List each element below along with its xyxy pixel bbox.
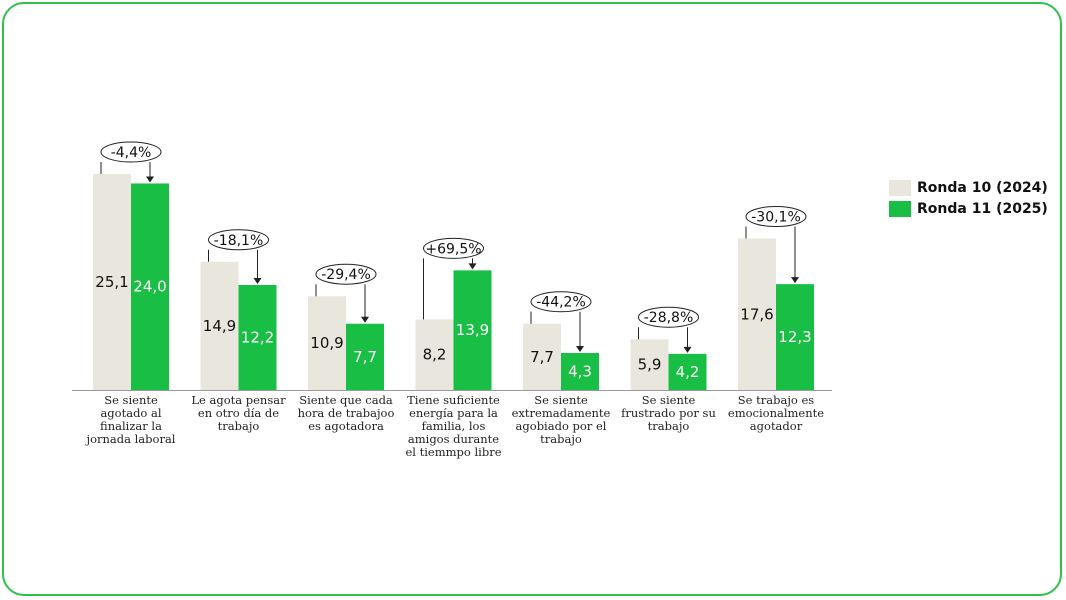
change-label: -44,2% xyxy=(536,295,586,311)
bar-ronda-10 xyxy=(630,339,669,390)
category-label: Se siente extremadamente agobiado por el… xyxy=(511,393,611,446)
arrow-down-icon xyxy=(683,346,692,353)
change-oval xyxy=(638,306,699,328)
legend-item-ronda-11: Ronda 11 (2025) xyxy=(889,201,1048,217)
value-label-ronda-10: 17,6 xyxy=(740,305,773,323)
bar-ronda-11 xyxy=(668,353,707,390)
value-label-ronda-11: 7,7 xyxy=(353,348,377,366)
value-label-ronda-11: 24,0 xyxy=(133,278,166,296)
value-label-ronda-11: 4,3 xyxy=(568,362,592,380)
change-label: -18,1% xyxy=(214,233,264,249)
bar-ronda-10 xyxy=(738,238,776,390)
legend-label-ronda-11: Ronda 11 (2025) xyxy=(917,201,1048,217)
change-label: -4,4% xyxy=(111,145,152,161)
value-label-ronda-11: 4,2 xyxy=(676,363,700,381)
bar-ronda-10 xyxy=(93,174,131,390)
arrow-down-icon xyxy=(361,316,369,323)
change-label: -30,1% xyxy=(751,210,801,226)
change-label: -28,8% xyxy=(644,310,694,326)
bar-ronda-10 xyxy=(523,323,561,390)
value-label-ronda-10: 8,2 xyxy=(423,346,447,364)
bar-ronda-10 xyxy=(308,296,346,390)
category-label: Se siente agotado al finalizar la jornad… xyxy=(86,393,176,446)
category-label: Tiene suficiente energía para la familia… xyxy=(405,393,502,459)
category-label: Se siente frustrado por su trabajo xyxy=(621,393,716,433)
arrow-down-icon xyxy=(468,263,477,270)
value-label-ronda-10: 5,9 xyxy=(638,356,662,374)
change-oval xyxy=(315,263,377,285)
bar-ronda-11 xyxy=(561,352,599,390)
legend-item-ronda-10: Ronda 10 (2024) xyxy=(889,180,1048,196)
legend-swatch-ronda-11 xyxy=(889,201,911,217)
arrow-down-icon xyxy=(576,345,584,352)
arrow-down-icon xyxy=(791,277,799,284)
change-oval xyxy=(530,291,592,313)
value-label-ronda-11: 12,2 xyxy=(241,329,274,347)
bar-ronda-11 xyxy=(131,183,169,390)
category-label: Le agota pensar en otro día de trabajo xyxy=(191,393,286,433)
change-label: +69,5% xyxy=(425,241,481,257)
value-label-ronda-11: 13,9 xyxy=(456,321,489,339)
category-label: Se trabajo es emocionalmente agotador xyxy=(727,393,825,433)
change-oval xyxy=(423,237,484,259)
change-oval xyxy=(745,206,807,228)
arrow-down-icon xyxy=(253,278,262,285)
value-label-ronda-11: 12,3 xyxy=(778,328,811,346)
value-label-ronda-10: 7,7 xyxy=(530,348,554,366)
change-oval xyxy=(100,141,162,163)
change-oval xyxy=(208,229,269,251)
legend: Ronda 10 (2024) Ronda 11 (2025) xyxy=(889,180,1048,222)
value-label-ronda-10: 10,9 xyxy=(310,334,343,352)
change-label: -29,4% xyxy=(321,267,371,283)
bar-ronda-11 xyxy=(238,285,277,390)
value-label-ronda-10: 25,1 xyxy=(95,273,128,291)
legend-label-ronda-10: Ronda 10 (2024) xyxy=(917,180,1048,196)
bar-ronda-11 xyxy=(453,270,492,390)
value-label-ronda-10: 14,9 xyxy=(203,317,236,335)
bar-ronda-10 xyxy=(200,261,239,390)
legend-swatch-ronda-10 xyxy=(889,180,911,196)
bar-ronda-11 xyxy=(776,284,814,390)
bar-ronda-10 xyxy=(415,319,454,390)
bar-ronda-11 xyxy=(346,323,384,390)
category-label: Siente que cada hora de trabajoo es agot… xyxy=(297,393,395,433)
arrow-down-icon xyxy=(146,176,154,183)
